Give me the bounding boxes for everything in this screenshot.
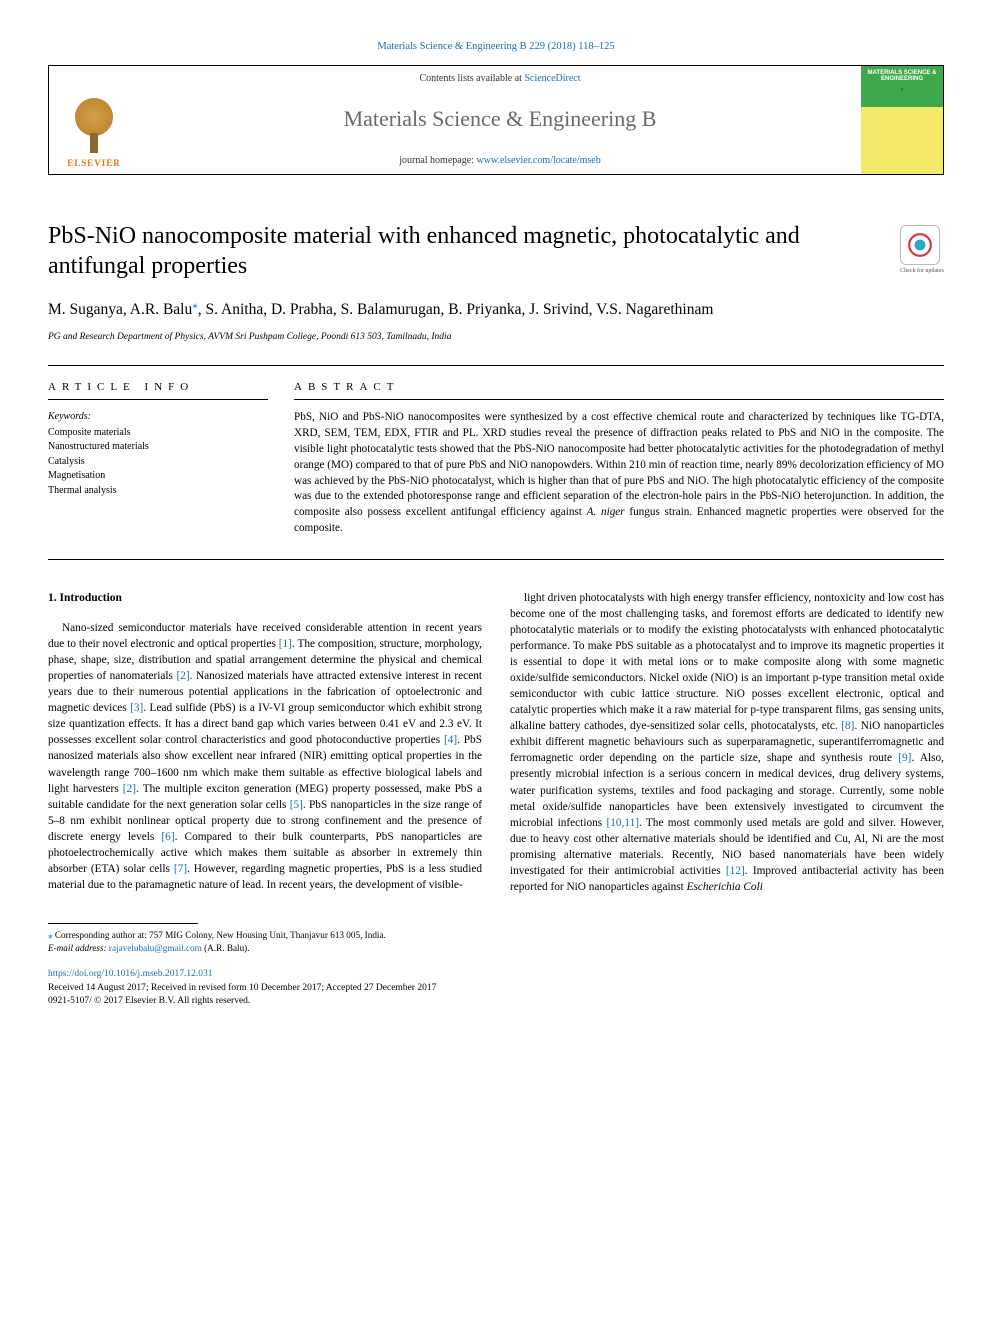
keyword-item: Nanostructured materials [48, 440, 268, 455]
corresp-email-name: (A.R. Balu). [204, 943, 249, 953]
intro-text-right: light driven photocatalysts with high en… [510, 590, 944, 895]
page-root: Materials Science & Engineering B 229 (2… [0, 0, 992, 1038]
citation-ref[interactable]: [12] [726, 865, 745, 877]
citation-ref[interactable]: [9] [898, 752, 911, 764]
abstract-rule [294, 399, 944, 400]
keyword-item: Magnetisation [48, 469, 268, 484]
keywords-heading: Keywords: [48, 410, 268, 424]
journal-header: ELSEVIER Contents lists available at Sci… [48, 65, 944, 175]
article-info-column: ARTICLE INFO Keywords: Composite materia… [48, 380, 268, 538]
keyword-item: Thermal analysis [48, 484, 268, 499]
citation-ref[interactable]: [8] [841, 720, 854, 732]
keywords-list: Composite materialsNanostructured materi… [48, 426, 268, 499]
citation-ref[interactable]: [1] [279, 638, 292, 650]
keyword-item: Catalysis [48, 455, 268, 470]
elsevier-logo: ELSEVIER [49, 66, 139, 174]
header-center: Contents lists available at ScienceDirec… [139, 66, 861, 174]
title-row: PbS-NiO nanocomposite material with enha… [48, 221, 944, 282]
footnote-rule [48, 923, 198, 924]
elsevier-wordmark: ELSEVIER [67, 157, 121, 170]
rule-top [48, 365, 944, 366]
corresponding-author-footnote: ⁎ Corresponding author at: 757 MIG Colon… [48, 929, 944, 955]
article-info-rule [48, 399, 268, 400]
citation-ref[interactable]: [7] [174, 863, 187, 875]
citation-ref[interactable]: [6] [161, 831, 174, 843]
corresp-email-link[interactable]: rajavelubalu@gmail.com [109, 943, 202, 953]
keyword-item: Composite materials [48, 426, 268, 441]
citation-ref[interactable]: [2] [123, 783, 136, 795]
crossmark-label: Check for updates [900, 267, 944, 275]
citation-ref[interactable]: [5] [290, 799, 303, 811]
citation-ref[interactable]: [4] [444, 734, 457, 746]
citation-ref[interactable]: [2] [176, 670, 189, 682]
cover-sub: B [901, 87, 904, 93]
elsevier-tree-icon [64, 93, 124, 153]
intro-text-left: Nano-sized semiconductor materials have … [48, 620, 482, 893]
homepage-prefix: journal homepage: [399, 155, 476, 166]
email-label: E-mail address: [48, 943, 107, 953]
abstract-text: PbS, NiO and PbS-NiO nanocomposites were… [294, 410, 944, 537]
citation-line: Materials Science & Engineering B 229 (2… [48, 40, 944, 55]
contents-available-line: Contents lists available at ScienceDirec… [419, 72, 580, 86]
doi-block: https://doi.org/10.1016/j.mseb.2017.12.0… [48, 968, 944, 1008]
corr-mark-icon: ⁎ [48, 930, 53, 940]
article-dates: Received 14 August 2017; Received in rev… [48, 982, 944, 995]
crossmark-widget[interactable]: Check for updates [900, 225, 944, 275]
sciencedirect-link[interactable]: ScienceDirect [524, 73, 580, 84]
citation-ref[interactable]: [3] [130, 702, 143, 714]
crossmark-badge-icon [900, 225, 940, 265]
issn-copyright: 0921-5107/ © 2017 Elsevier B.V. All righ… [48, 995, 944, 1008]
info-abstract-row: ARTICLE INFO Keywords: Composite materia… [48, 380, 944, 538]
affiliation: PG and Research Department of Physics, A… [48, 331, 944, 344]
abstract-label: ABSTRACT [294, 380, 944, 395]
journal-cover-thumb: MATERIALS SCIENCE & ENGINEERING B [861, 66, 943, 174]
journal-homepage-line: journal homepage: www.elsevier.com/locat… [399, 154, 601, 168]
citation-ref[interactable]: [10,11] [606, 817, 639, 829]
body-column-left: 1. Introduction Nano-sized semiconductor… [48, 590, 482, 895]
article-title: PbS-NiO nanocomposite material with enha… [48, 221, 900, 282]
abstract-column: ABSTRACT PbS, NiO and PbS-NiO nanocompos… [294, 380, 944, 538]
authors-line: M. Suganya, A.R. Balu⁎, S. Anitha, D. Pr… [48, 298, 944, 321]
rule-after-abstract [48, 559, 944, 560]
cover-title: MATERIALS SCIENCE & ENGINEERING [865, 70, 939, 83]
doi-link[interactable]: https://doi.org/10.1016/j.mseb.2017.12.0… [48, 969, 213, 979]
article-info-label: ARTICLE INFO [48, 380, 268, 395]
journal-homepage-link[interactable]: www.elsevier.com/locate/mseb [476, 155, 600, 166]
journal-name: Materials Science & Engineering B [344, 104, 657, 135]
corresp-text: Corresponding author at: 757 MIG Colony,… [55, 930, 386, 940]
contents-prefix: Contents lists available at [419, 73, 524, 84]
section-heading-intro: 1. Introduction [48, 590, 482, 606]
body-columns: 1. Introduction Nano-sized semiconductor… [48, 590, 944, 895]
body-column-right: light driven photocatalysts with high en… [510, 590, 944, 895]
